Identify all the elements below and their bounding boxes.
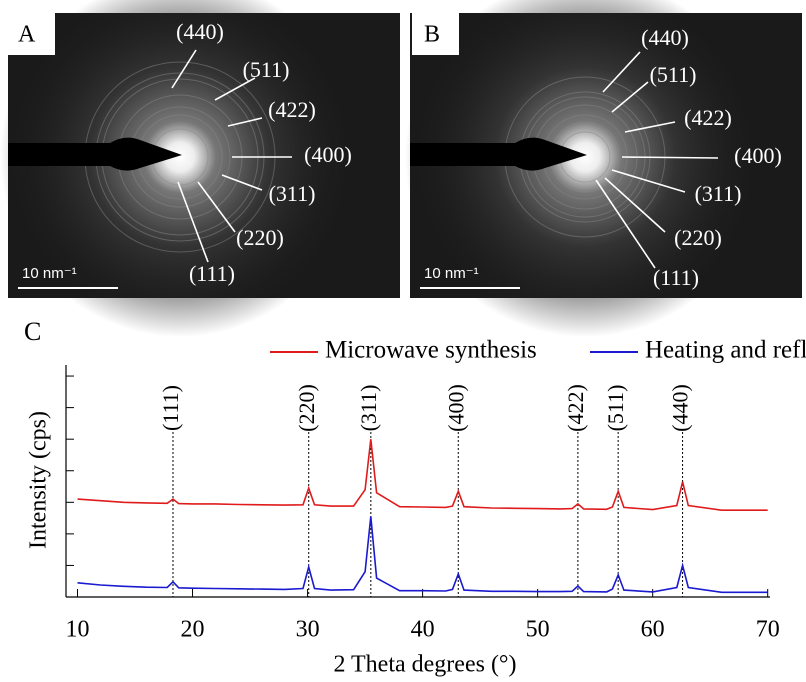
beam-stop xyxy=(8,137,182,171)
x-tick-label: 30 xyxy=(296,617,320,643)
reflection-label: (440) xyxy=(176,19,224,44)
leaders xyxy=(171,49,292,263)
x-axis-label: 2 Theta degrees (°) xyxy=(333,652,516,678)
reflection-label: (511) xyxy=(650,62,697,87)
panel-label-box xyxy=(412,13,459,55)
x-tick-label: 40 xyxy=(411,617,435,643)
reflection-label: (111) xyxy=(653,265,699,290)
reflection-label: (220) xyxy=(674,225,722,250)
series-line xyxy=(77,439,768,511)
reflection-label: (511) xyxy=(603,385,628,432)
legend-label: Heating and reflux xyxy=(645,337,806,364)
reflection-label: (440) xyxy=(668,384,693,432)
panel-label-box xyxy=(8,13,55,55)
reflection-label: (440) xyxy=(641,25,689,50)
reflection-label: (400) xyxy=(734,143,782,168)
xrd-chart: C 2 Theta degrees (°) Intensity (cps) 10… xyxy=(24,317,806,678)
beam-stop xyxy=(410,137,587,171)
glow xyxy=(405,0,765,337)
reflection-label: (220) xyxy=(294,384,319,432)
reflection-label: (311) xyxy=(269,181,316,206)
leaders xyxy=(595,51,719,269)
legend-label: Microwave synthesis xyxy=(325,337,537,364)
reflection-label: (422) xyxy=(684,105,732,130)
x-tick-label: 10 xyxy=(66,617,90,643)
scale-bar-label: 10 nm⁻¹ xyxy=(22,265,77,282)
glow xyxy=(0,0,360,337)
reflection-label: (422) xyxy=(268,97,316,122)
x-tick-label: 20 xyxy=(181,617,205,643)
panel-b: B (440) (511) (422) (400) (311) (220) (1… xyxy=(405,0,802,337)
reflection-label: (111) xyxy=(189,261,235,286)
x-tick-label: 60 xyxy=(641,617,665,643)
reflection-label: (511) xyxy=(243,57,290,82)
reflection-label: (220) xyxy=(236,225,284,250)
reflection-label: (422) xyxy=(563,384,588,432)
x-tick-label: 70 xyxy=(756,617,780,643)
reflection-label: (311) xyxy=(695,181,742,206)
panel-label: A xyxy=(18,22,36,48)
series-line xyxy=(77,516,768,594)
panel-label: B xyxy=(424,22,440,48)
y-axis-label: Intensity (cps) xyxy=(26,411,52,549)
reflection-label: (111) xyxy=(158,385,183,431)
reflection-label: (400) xyxy=(443,384,468,432)
reflection-label: (311) xyxy=(356,385,381,432)
reflection-label: (400) xyxy=(304,142,352,167)
x-tick-label: 50 xyxy=(526,617,550,643)
scale-bar-label: 10 nm⁻¹ xyxy=(424,265,479,282)
panel-a: A (440) (511) (422) (400) (311) (220) (1… xyxy=(0,0,400,337)
panel-label: C xyxy=(24,317,41,346)
